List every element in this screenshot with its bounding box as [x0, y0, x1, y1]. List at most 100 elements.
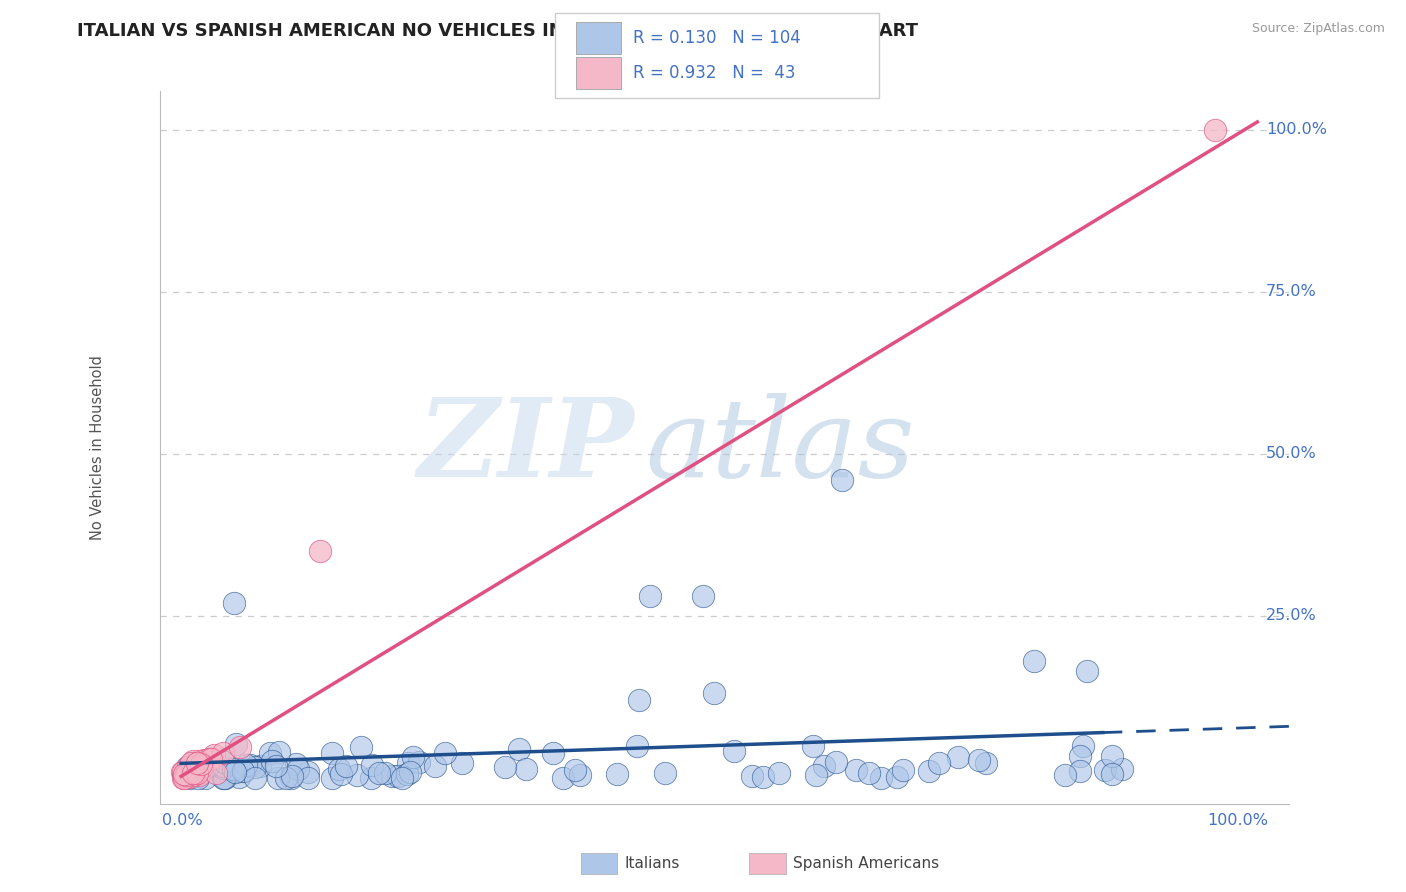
- Point: [212, 761, 235, 775]
- Point: [187, 768, 209, 782]
- Text: 100.0%: 100.0%: [1265, 122, 1327, 137]
- Point: [974, 756, 997, 771]
- Point: [1054, 768, 1077, 782]
- Point: [269, 745, 291, 759]
- Point: [1101, 767, 1123, 781]
- Point: [187, 757, 209, 772]
- Text: ITALIAN VS SPANISH AMERICAN NO VEHICLES IN HOUSEHOLD CORRELATION CHART: ITALIAN VS SPANISH AMERICAN NO VEHICLES …: [77, 22, 918, 40]
- Text: 0.0%: 0.0%: [162, 814, 202, 829]
- Point: [967, 753, 990, 767]
- Point: [172, 764, 194, 779]
- Point: [181, 765, 204, 780]
- Point: [1069, 764, 1091, 779]
- Point: [239, 758, 262, 772]
- Point: [180, 766, 202, 780]
- Point: [858, 765, 880, 780]
- Point: [229, 740, 252, 755]
- Point: [804, 768, 827, 782]
- Point: [824, 756, 846, 770]
- Point: [402, 749, 425, 764]
- Point: [946, 750, 969, 764]
- Point: [174, 765, 197, 780]
- Point: [267, 771, 290, 785]
- Text: Spanish Americans: Spanish Americans: [793, 856, 939, 871]
- Point: [870, 771, 893, 785]
- Point: [543, 746, 565, 760]
- Point: [186, 766, 208, 780]
- Point: [1094, 763, 1116, 777]
- Point: [249, 758, 271, 772]
- Point: [1076, 664, 1098, 678]
- Point: [177, 760, 200, 774]
- Point: [768, 766, 790, 780]
- Point: [395, 767, 418, 781]
- Point: [202, 748, 225, 763]
- Point: [235, 757, 257, 772]
- Point: [508, 741, 530, 756]
- Point: [515, 762, 537, 776]
- Point: [551, 771, 574, 785]
- Point: [224, 764, 246, 779]
- Point: [1069, 748, 1091, 763]
- Point: [176, 760, 198, 774]
- Point: [328, 762, 350, 776]
- Point: [285, 756, 308, 771]
- Point: [264, 759, 287, 773]
- Point: [381, 769, 404, 783]
- Point: [308, 544, 330, 558]
- Point: [228, 770, 250, 784]
- Point: [335, 758, 357, 772]
- Text: Italians: Italians: [624, 856, 679, 871]
- Point: [172, 771, 194, 785]
- Point: [813, 759, 835, 773]
- Point: [396, 756, 419, 771]
- Point: [330, 767, 353, 781]
- Point: [183, 762, 205, 776]
- Point: [212, 771, 235, 785]
- Point: [179, 771, 201, 785]
- Point: [391, 771, 413, 785]
- Point: [297, 771, 319, 785]
- Point: [232, 764, 254, 779]
- Point: [173, 769, 195, 783]
- Point: [350, 740, 373, 755]
- Point: [606, 767, 628, 781]
- Point: [180, 756, 202, 770]
- Point: [191, 759, 214, 773]
- Point: [214, 771, 236, 785]
- Text: 75.0%: 75.0%: [1265, 285, 1316, 299]
- Point: [214, 755, 236, 769]
- Point: [1071, 739, 1094, 753]
- Point: [374, 765, 396, 780]
- Point: [831, 473, 853, 487]
- Point: [190, 759, 212, 773]
- Point: [173, 771, 195, 785]
- Point: [200, 752, 222, 766]
- Point: [179, 770, 201, 784]
- Point: [181, 760, 204, 774]
- Point: [368, 765, 391, 780]
- Point: [205, 766, 228, 780]
- Point: [408, 755, 430, 769]
- Point: [222, 762, 245, 776]
- Point: [321, 771, 343, 785]
- Point: [225, 764, 247, 778]
- Text: Source: ZipAtlas.com: Source: ZipAtlas.com: [1251, 22, 1385, 36]
- Point: [176, 767, 198, 781]
- Point: [451, 756, 474, 771]
- Text: ZIP: ZIP: [418, 393, 634, 501]
- Point: [387, 769, 409, 783]
- Point: [564, 763, 586, 777]
- Point: [172, 765, 194, 780]
- Point: [398, 765, 420, 780]
- Point: [1204, 122, 1226, 136]
- Point: [281, 769, 304, 783]
- Point: [628, 693, 651, 707]
- Point: [181, 768, 204, 782]
- Point: [198, 752, 221, 766]
- Point: [177, 767, 200, 781]
- Point: [703, 686, 725, 700]
- Point: [741, 769, 763, 783]
- Point: [224, 596, 246, 610]
- Point: [287, 762, 309, 776]
